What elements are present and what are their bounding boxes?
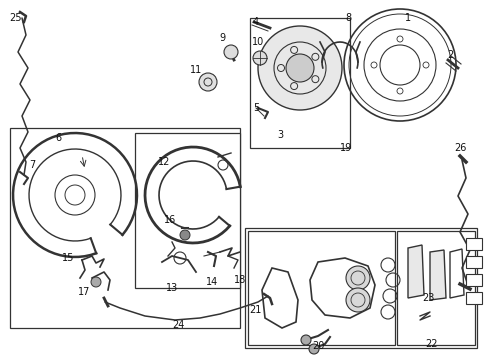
Bar xyxy=(465,238,481,250)
Text: 4: 4 xyxy=(252,17,259,27)
Circle shape xyxy=(308,344,318,354)
Text: 20: 20 xyxy=(311,341,324,351)
Circle shape xyxy=(285,54,313,82)
Circle shape xyxy=(258,26,341,110)
Bar xyxy=(135,133,240,288)
Circle shape xyxy=(346,288,369,312)
Bar xyxy=(465,292,481,304)
Bar xyxy=(247,231,394,345)
Bar xyxy=(244,228,476,348)
Circle shape xyxy=(180,230,190,240)
Circle shape xyxy=(301,335,310,345)
Text: 9: 9 xyxy=(219,33,224,43)
Circle shape xyxy=(224,45,238,59)
Circle shape xyxy=(346,266,369,290)
Bar xyxy=(249,18,349,148)
Text: 25: 25 xyxy=(9,13,21,23)
Circle shape xyxy=(199,73,217,91)
Polygon shape xyxy=(407,245,423,298)
Text: 15: 15 xyxy=(61,253,74,263)
Text: 23: 23 xyxy=(421,293,433,303)
Text: 21: 21 xyxy=(248,305,261,315)
Circle shape xyxy=(252,51,266,65)
Text: 22: 22 xyxy=(425,339,437,349)
Circle shape xyxy=(91,277,101,287)
Bar xyxy=(465,274,481,286)
Text: 1: 1 xyxy=(404,13,410,23)
Text: 6: 6 xyxy=(55,133,61,143)
Bar xyxy=(465,256,481,268)
Bar xyxy=(396,231,474,345)
Text: 18: 18 xyxy=(233,275,245,285)
Text: 13: 13 xyxy=(165,283,178,293)
Text: 26: 26 xyxy=(453,143,465,153)
Polygon shape xyxy=(429,250,445,300)
Text: 10: 10 xyxy=(251,37,264,47)
Text: 3: 3 xyxy=(276,130,283,140)
Text: 12: 12 xyxy=(158,157,170,167)
Text: 24: 24 xyxy=(171,320,184,330)
Text: 16: 16 xyxy=(163,215,176,225)
Bar xyxy=(10,128,240,328)
Text: 2: 2 xyxy=(446,50,452,60)
Text: 19: 19 xyxy=(339,143,351,153)
Text: 17: 17 xyxy=(78,287,90,297)
Text: 5: 5 xyxy=(252,103,259,113)
Text: 8: 8 xyxy=(344,13,350,23)
Text: 7: 7 xyxy=(29,160,35,170)
Text: 11: 11 xyxy=(189,65,202,75)
Text: 14: 14 xyxy=(205,277,218,287)
